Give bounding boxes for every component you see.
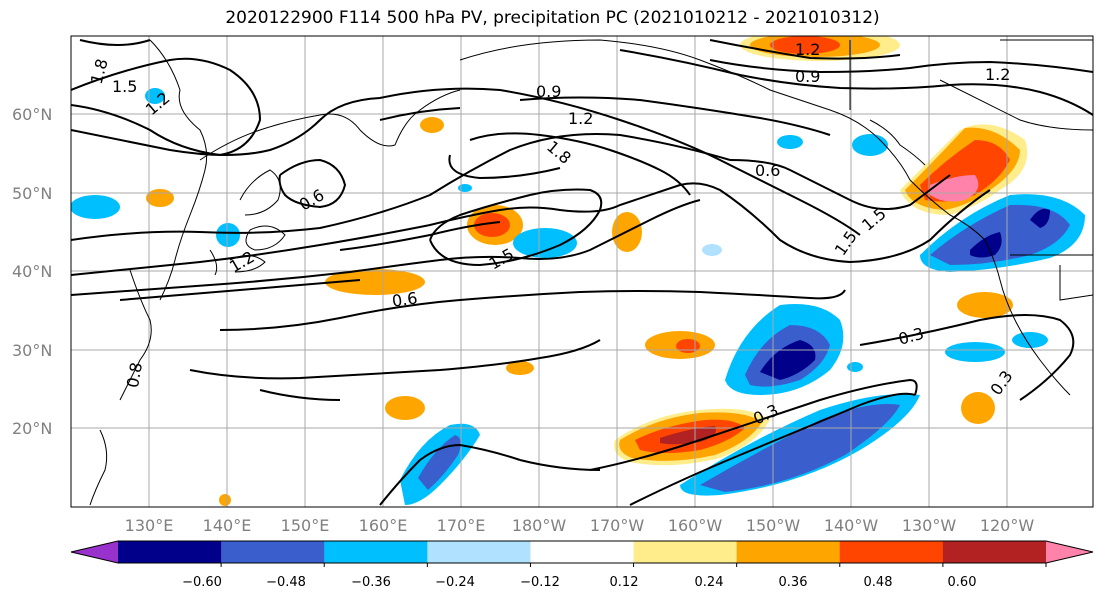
lon-label: 170°W [590,516,645,535]
colorbar-segment [221,541,325,563]
lat-label: 40°N [12,262,52,281]
lon-label: 160°W [668,516,723,535]
lon-label: 160°E [359,516,408,535]
lon-label: 180°W [512,516,567,535]
colorbar-tick-label: −0.48 [266,575,306,590]
contour-label: 1.2 [795,40,820,59]
colorbar-segment [736,541,841,563]
colorbar-segment [839,541,944,563]
colorbar-outline [70,540,1094,564]
colorbar-segment [324,541,428,563]
colorbar-tick-label: 0.24 [695,575,724,590]
map-border [70,35,1094,508]
colorbar-tick-label: −0.24 [435,575,475,590]
colorbar-tick-labels: −0.60 −0.48 −0.36 −0.24 −0.12 0.12 0.24 … [182,575,976,590]
colorbar [70,540,1094,567]
lat-label: 50°N [12,184,52,203]
lon-label: 120°W [980,516,1035,535]
longitude-labels: 130°E 140°E 150°E 160°E 170°E 180°W 170°… [125,516,1035,535]
colorbar-tick-label: −0.36 [351,575,391,590]
colorbar-segment [530,541,635,563]
lon-label: 150°E [281,516,330,535]
pv-contours [71,39,1093,506]
latitude-labels: 60°N 50°N 40°N 30°N 20°N [12,105,52,438]
plot-title: 2020122900 F114 500 hPa PV, precipitatio… [225,8,880,28]
contour-label: 0.9 [795,67,820,86]
contour-label: 0.6 [391,288,419,310]
contour-label: 1.5 [112,77,137,96]
colorbar-tick-label: −0.60 [182,575,222,590]
colorbar-segment [633,541,738,563]
contour-label: 0.8 [123,361,146,389]
lat-label: 60°N [12,105,52,124]
lon-label: 140°E [203,516,252,535]
colorbar-arrow-max [1046,541,1093,563]
lat-label: 20°N [12,419,52,438]
colorbar-tick-label: −0.12 [520,575,560,590]
colorbar-segment [118,541,222,563]
lat-label: 30°N [12,341,52,360]
lon-label: 130°W [902,516,957,535]
lon-label: 140°W [824,516,879,535]
lon-label: 170°E [437,516,486,535]
colorbar-tick-label: 0.36 [779,575,808,590]
colorbar-segment [427,541,531,563]
lon-label: 150°W [746,516,801,535]
map-gridlines [71,36,1093,507]
colorbar-arrow-min [71,541,118,563]
contour-label: 1.2 [985,65,1010,84]
colorbar-tick-label: 0.60 [948,575,977,590]
contour-label: 1.2 [568,109,593,128]
colorbar-tick-label: 0.12 [610,575,639,590]
contour-label: 0.9 [536,82,561,101]
colorbar-segment [942,541,1047,563]
coastlines [89,39,1093,506]
contour-label: 0.6 [755,161,780,180]
lon-label: 130°E [125,516,174,535]
colorbar-tick-label: 0.48 [864,575,893,590]
